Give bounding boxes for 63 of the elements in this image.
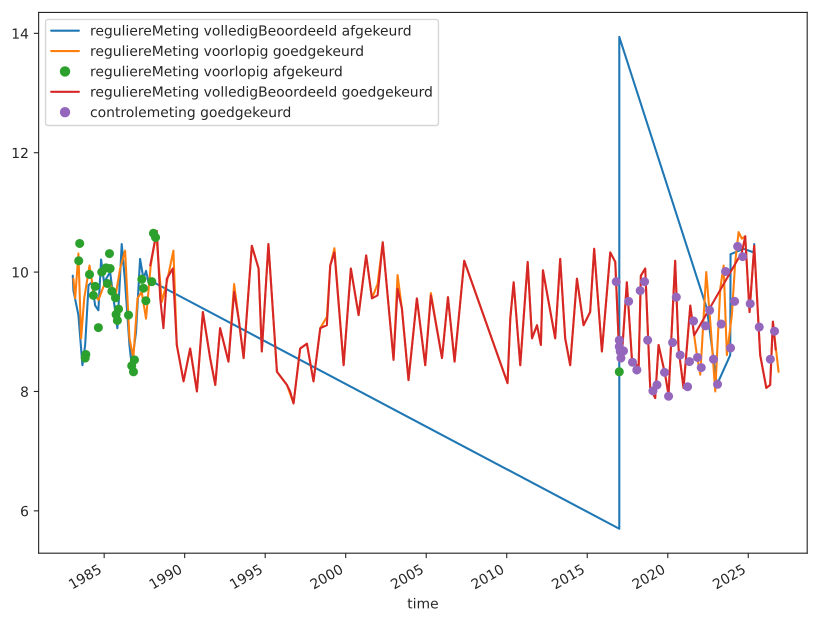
point (689, 316, 698, 326)
point (668, 338, 678, 348)
y-tick-label: 8 (21, 386, 28, 397)
point (683, 382, 692, 392)
point (640, 277, 650, 286)
legend-label: reguliereMeting voorlopig afgekeurd (91, 66, 342, 80)
legend-label: reguliereMeting volledigBeoordeeld afgekeurd (91, 24, 410, 38)
point (112, 316, 122, 325)
y-tick-label: 12 (12, 148, 28, 158)
legend-label: controlemeting goedgekeurd (90, 106, 290, 120)
point (624, 296, 634, 306)
point (614, 367, 624, 376)
point (676, 350, 685, 360)
y-tick-label: 14 (12, 28, 28, 39)
point (138, 284, 148, 293)
point (754, 322, 764, 332)
y-tick-label: 10 (12, 267, 28, 278)
point (705, 306, 714, 315)
point (713, 380, 722, 389)
point (107, 286, 116, 296)
point (90, 282, 100, 291)
point (738, 252, 748, 262)
point (151, 232, 160, 242)
point (766, 354, 775, 364)
point (94, 323, 103, 332)
point (708, 354, 718, 364)
point (102, 278, 112, 288)
point (110, 293, 120, 302)
point (612, 277, 621, 286)
point (693, 352, 702, 362)
point (652, 380, 662, 390)
y-tick-label: 6 (21, 506, 28, 516)
point (696, 363, 706, 372)
point (130, 355, 139, 364)
point (716, 320, 726, 329)
point (660, 368, 670, 377)
legend-label: reguliereMeting volledigBeoordeeld goedgekeurd (91, 86, 432, 100)
point (104, 249, 114, 258)
point (770, 326, 780, 336)
legend-label: reguliereMeting voorlopig goedgekeurd (91, 45, 363, 59)
point (147, 277, 156, 286)
point (684, 357, 694, 366)
point (721, 267, 730, 276)
point (75, 238, 84, 248)
point (746, 299, 755, 308)
point (726, 343, 736, 352)
point (128, 367, 138, 376)
point (643, 336, 652, 345)
point (672, 292, 681, 302)
point (88, 290, 98, 300)
point (141, 296, 150, 306)
x-axis-title: time (408, 598, 438, 609)
point (730, 296, 740, 306)
point (137, 274, 146, 284)
point (632, 365, 642, 374)
point (124, 310, 133, 320)
point (636, 286, 645, 296)
point (85, 270, 94, 279)
point (664, 392, 674, 401)
point (733, 242, 742, 251)
point (74, 256, 84, 266)
point (628, 358, 637, 367)
point (701, 321, 710, 330)
